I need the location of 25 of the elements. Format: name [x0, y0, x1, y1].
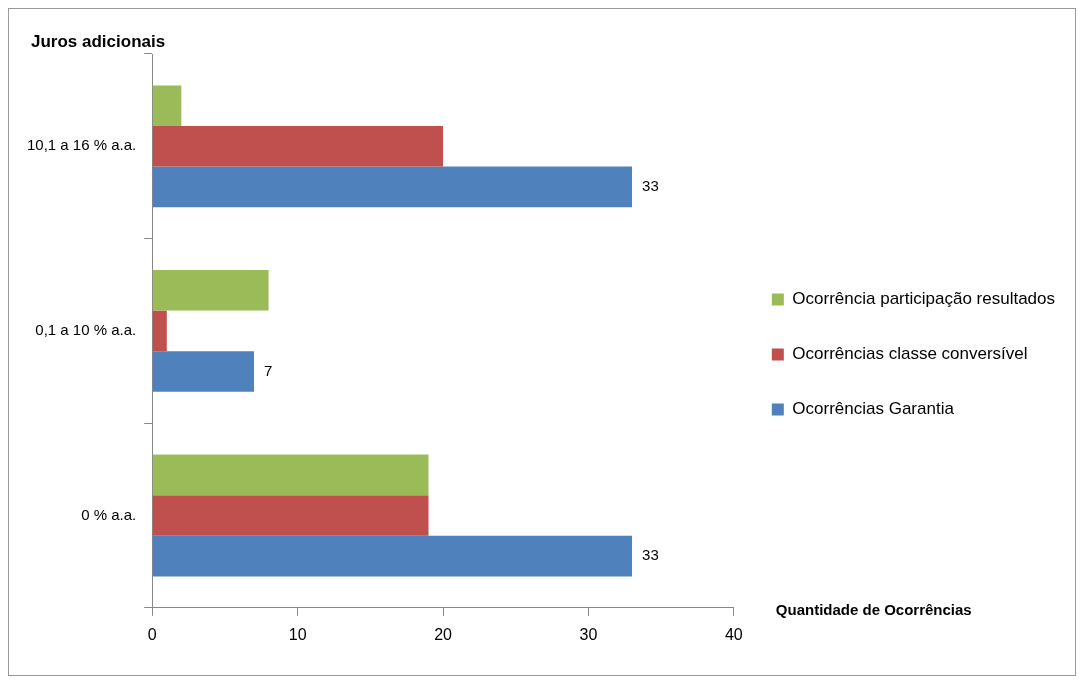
bar	[152, 351, 255, 392]
data-label: 7	[264, 361, 273, 379]
x-tick-label: 30	[579, 625, 598, 643]
bar	[152, 269, 269, 311]
x-tick-label: 20	[434, 625, 453, 643]
x-axis-title: Quantidade de Ocorrências	[775, 600, 972, 618]
data-label: 33	[642, 546, 659, 564]
x-tick-label: 0	[147, 625, 157, 643]
y-tick-label: 0 % a.a.	[81, 505, 137, 523]
y-axis-title: Juros adicionais	[31, 31, 166, 51]
legend-label: Ocorrência participação resultados	[792, 289, 1055, 309]
bar	[152, 495, 429, 536]
bar	[152, 166, 633, 208]
bar	[152, 454, 429, 496]
x-tick-label: 10	[288, 625, 307, 643]
legend-label: Ocorrências Garantia	[792, 399, 955, 419]
bar	[152, 310, 167, 352]
bar	[152, 85, 182, 126]
data-label: 33	[642, 177, 659, 195]
x-tick-label: 40	[724, 625, 743, 643]
y-tick-label: 10,1 a 16 % a.a.	[27, 136, 137, 154]
bar	[152, 125, 444, 167]
bar	[152, 535, 633, 577]
legend-label: Ocorrências classe conversível	[792, 344, 1028, 364]
y-tick-label: 0,1 a 10 % a.a.	[35, 321, 137, 339]
